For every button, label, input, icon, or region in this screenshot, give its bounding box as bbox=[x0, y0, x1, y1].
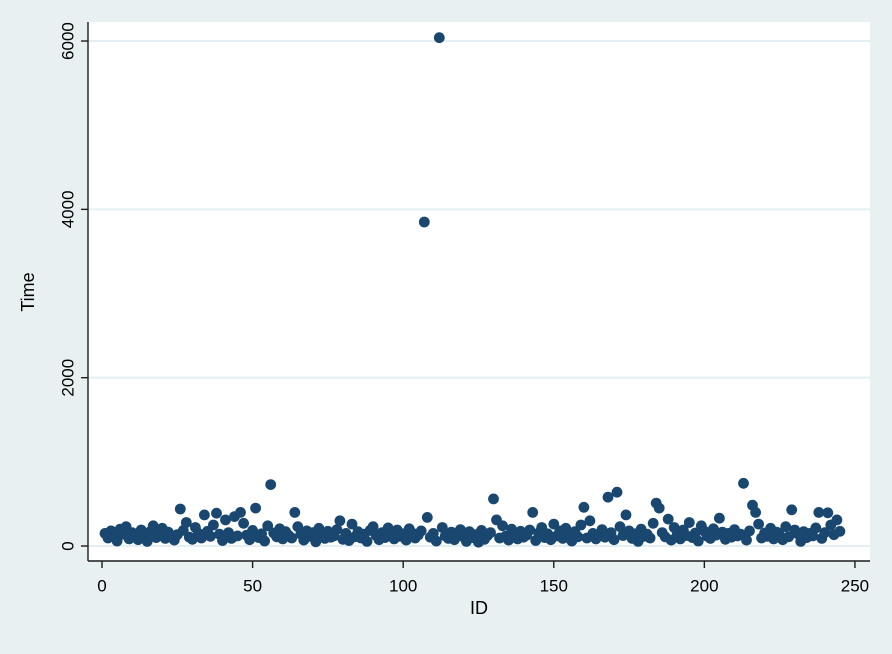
data-point bbox=[662, 513, 674, 525]
data-point bbox=[430, 535, 442, 547]
data-point bbox=[361, 536, 373, 547]
data-point bbox=[572, 531, 584, 543]
data-point bbox=[614, 521, 626, 533]
data-point bbox=[250, 502, 261, 514]
data-point bbox=[611, 486, 623, 498]
data-point bbox=[485, 527, 496, 538]
data-point bbox=[289, 507, 301, 518]
data-point bbox=[436, 522, 448, 533]
data-point bbox=[174, 503, 186, 515]
x-axis-title: ID bbox=[470, 598, 488, 618]
data-point bbox=[334, 515, 346, 527]
data-point bbox=[217, 535, 228, 546]
x-tick-label: 250 bbox=[841, 577, 869, 596]
x-tick-label: 150 bbox=[540, 577, 568, 596]
plot-area bbox=[88, 22, 870, 561]
data-point bbox=[578, 501, 590, 513]
data-point bbox=[331, 524, 343, 535]
data-point bbox=[653, 502, 665, 514]
scatter-points bbox=[99, 32, 846, 548]
data-point bbox=[741, 534, 752, 546]
data-point bbox=[180, 517, 192, 528]
data-point bbox=[220, 514, 231, 526]
data-point bbox=[524, 524, 536, 536]
data-point bbox=[584, 515, 596, 527]
y-tick-label: 0 bbox=[59, 541, 78, 550]
data-point bbox=[714, 512, 725, 524]
data-point bbox=[211, 507, 222, 519]
data-point bbox=[831, 514, 843, 526]
data-point bbox=[644, 532, 656, 544]
data-point bbox=[810, 522, 822, 534]
data-point bbox=[286, 532, 298, 544]
data-point bbox=[147, 520, 159, 532]
data-point bbox=[819, 527, 831, 538]
data-point bbox=[497, 520, 508, 532]
data-point bbox=[141, 536, 153, 547]
data-point bbox=[346, 518, 358, 530]
data-point bbox=[488, 493, 499, 505]
y-axis-title: Time bbox=[18, 272, 38, 311]
data-point bbox=[208, 519, 219, 531]
data-point bbox=[822, 507, 834, 519]
data-point bbox=[232, 530, 243, 542]
data-point bbox=[418, 216, 430, 228]
data-point bbox=[834, 525, 846, 537]
data-point bbox=[244, 534, 256, 546]
data-point bbox=[527, 507, 539, 518]
data-point bbox=[750, 507, 761, 518]
data-point bbox=[692, 535, 704, 547]
data-point bbox=[780, 521, 792, 533]
data-point bbox=[575, 519, 587, 531]
data-point bbox=[199, 509, 210, 521]
data-point bbox=[683, 517, 695, 528]
data-point bbox=[262, 520, 274, 532]
data-point bbox=[647, 517, 659, 529]
data-point bbox=[433, 32, 445, 44]
data-point bbox=[608, 534, 620, 546]
data-point bbox=[205, 530, 216, 542]
data-point bbox=[786, 504, 798, 516]
data-point bbox=[415, 525, 427, 537]
data-point bbox=[265, 479, 277, 490]
data-point bbox=[259, 535, 270, 547]
x-tick-label: 200 bbox=[690, 577, 718, 596]
data-point bbox=[247, 525, 258, 536]
data-point bbox=[738, 477, 749, 489]
data-point bbox=[813, 507, 825, 518]
y-tick-label: 4000 bbox=[59, 190, 78, 228]
data-point bbox=[310, 536, 322, 548]
data-point bbox=[753, 518, 764, 530]
data-point bbox=[421, 512, 433, 523]
data-point bbox=[238, 517, 250, 529]
data-point bbox=[602, 491, 614, 503]
y-tick-label: 2000 bbox=[59, 359, 78, 397]
y-tick-label: 6000 bbox=[59, 22, 78, 60]
x-tick-label: 50 bbox=[243, 577, 262, 596]
data-point bbox=[620, 509, 632, 521]
data-point bbox=[400, 534, 412, 546]
data-point bbox=[744, 525, 755, 537]
data-point bbox=[235, 507, 246, 518]
x-tick-label: 0 bbox=[97, 577, 106, 596]
x-tick-label: 100 bbox=[389, 577, 417, 596]
data-point bbox=[367, 521, 379, 533]
